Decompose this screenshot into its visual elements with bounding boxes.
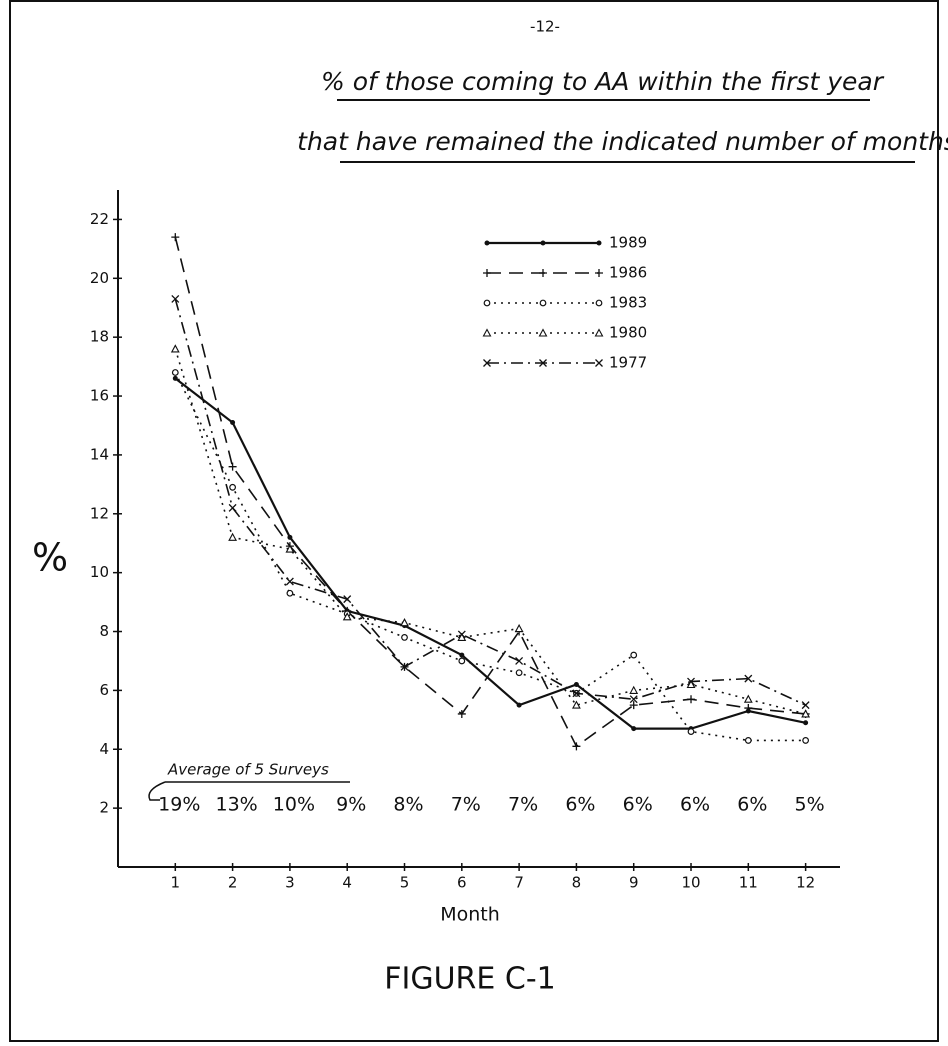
x-tick-label: 8 <box>572 874 582 892</box>
average-label: 13% <box>215 794 257 816</box>
average-label: 19% <box>158 794 200 816</box>
data-line <box>171 233 810 751</box>
x-axis-label: Month <box>440 904 500 926</box>
chart-title: % of those coming to AA within the first… <box>321 67 885 96</box>
y-axis-label: % <box>32 536 68 580</box>
y-tick-label: 18 <box>90 328 109 346</box>
y-tick-label: 16 <box>90 387 109 405</box>
average-label: 6% <box>680 794 710 816</box>
x-tick-label: 4 <box>342 874 352 892</box>
average-arrow <box>148 781 166 801</box>
x-tick-label: 10 <box>681 874 700 892</box>
page-number: -12- <box>530 18 560 36</box>
legend-label: 1980 <box>609 324 647 342</box>
data-line <box>171 369 810 744</box>
legend-label: 1986 <box>609 264 647 282</box>
average-label: 6% <box>623 794 653 816</box>
y-tick-label: 4 <box>99 740 109 758</box>
data-line <box>170 344 811 718</box>
average-title: Average of 5 Surveys <box>167 761 329 779</box>
chart-subtitle: that have remained the indicated number … <box>297 127 948 156</box>
x-tick-label: 2 <box>228 874 238 892</box>
x-tick-label: 12 <box>796 874 815 892</box>
y-tick-label: 14 <box>90 445 109 463</box>
average-label: 7% <box>508 794 538 816</box>
y-tick-label: 6 <box>99 681 109 699</box>
x-tick-label: 7 <box>514 874 524 892</box>
y-tick-label: 20 <box>90 269 109 287</box>
figure-caption: FIGURE C-1 <box>384 962 556 997</box>
data-line <box>172 375 809 732</box>
legend-label: 1983 <box>609 294 647 312</box>
average-label: 5% <box>795 794 825 816</box>
average-label: 9% <box>336 794 366 816</box>
y-tick-label: 8 <box>99 622 109 640</box>
data-line <box>171 294 810 710</box>
x-tick-label: 6 <box>457 874 467 892</box>
legend-label: 1977 <box>609 354 647 372</box>
average-label: 6% <box>565 794 595 816</box>
average-label: 10% <box>273 794 315 816</box>
page-frame <box>9 0 939 1042</box>
y-tick-label: 10 <box>90 563 109 581</box>
x-tick-label: 11 <box>739 874 758 892</box>
x-tick-label: 9 <box>629 874 639 892</box>
average-label: 8% <box>393 794 423 816</box>
y-tick-label: 12 <box>90 504 109 522</box>
x-tick-label: 1 <box>171 874 181 892</box>
x-tick-label: 3 <box>285 874 295 892</box>
average-label: 7% <box>451 794 481 816</box>
y-tick-label: 2 <box>99 799 109 817</box>
x-tick-label: 5 <box>400 874 410 892</box>
y-tick-label: 22 <box>90 210 109 228</box>
average-label: 6% <box>737 794 767 816</box>
legend-label: 1989 <box>609 234 647 252</box>
